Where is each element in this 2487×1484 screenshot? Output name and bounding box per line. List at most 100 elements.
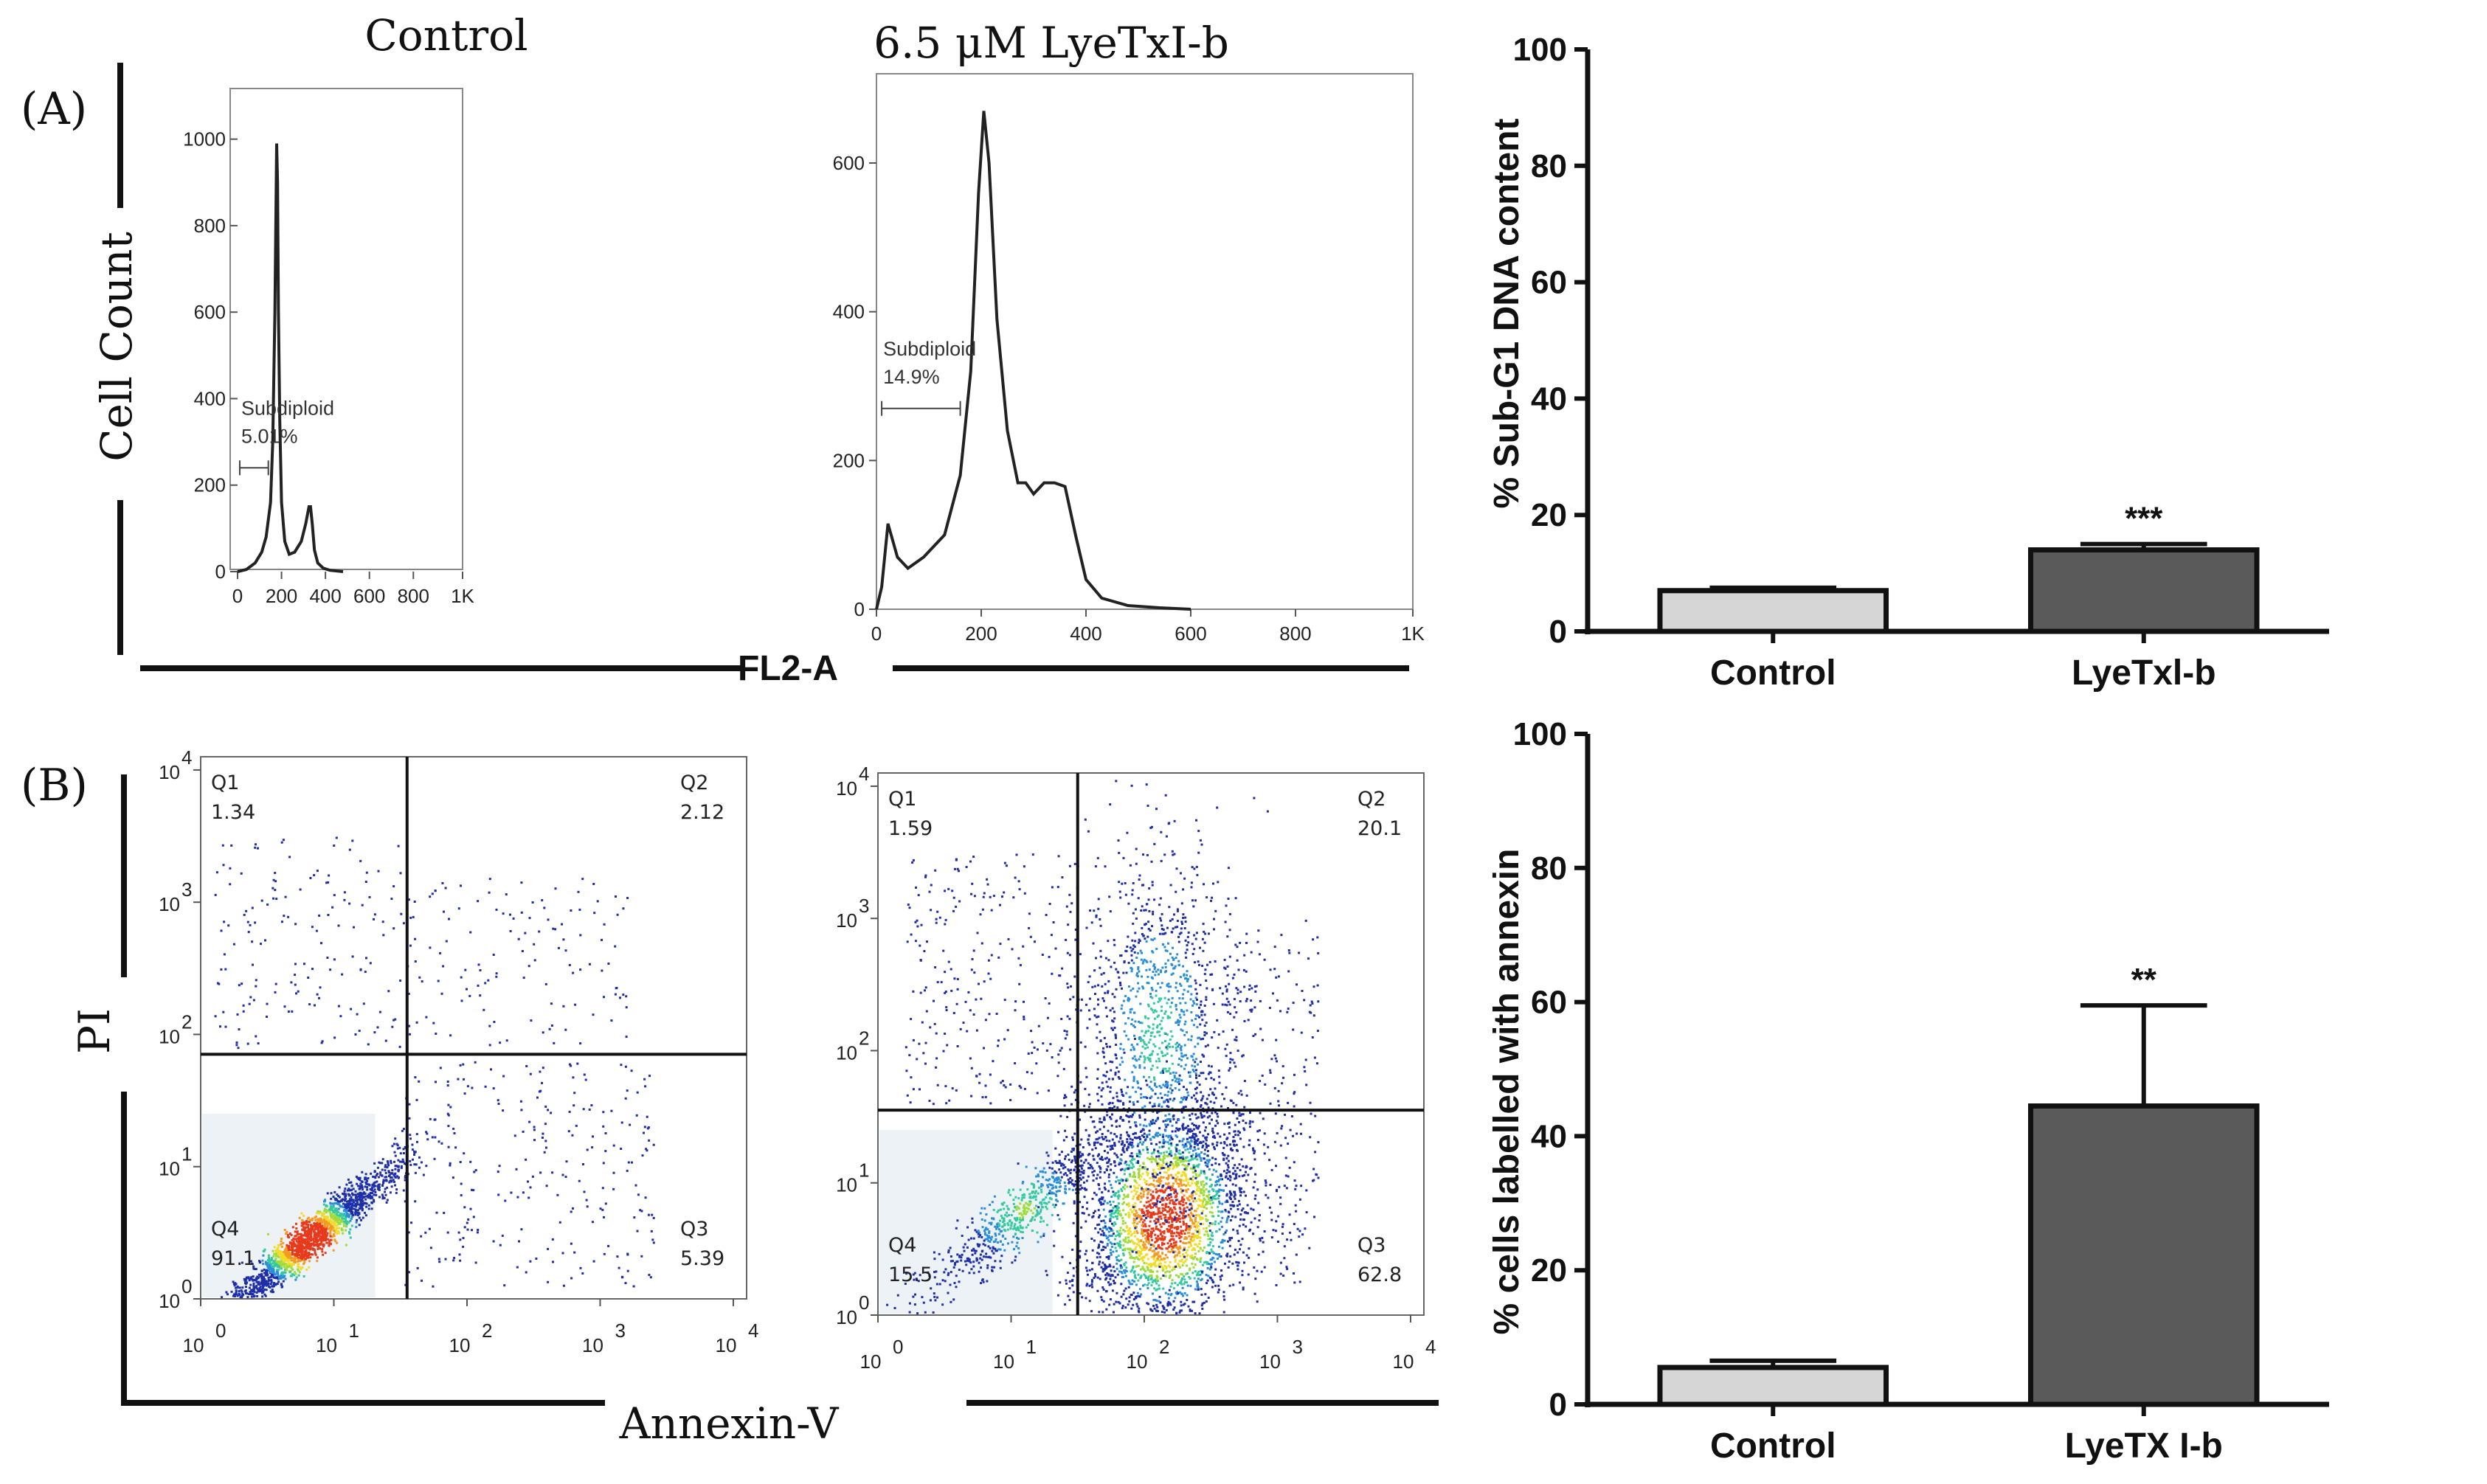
event-dot [1059, 1281, 1062, 1284]
event-dot [378, 1176, 380, 1179]
event-dot [413, 1163, 416, 1166]
event-dot [1223, 1133, 1226, 1136]
hist-lyetx-curve [875, 111, 1191, 611]
event-dot [1189, 1255, 1192, 1258]
event-dot [564, 949, 567, 952]
event-dot [364, 1178, 367, 1181]
event-dot [1074, 1089, 1077, 1092]
event-dot [1145, 1206, 1148, 1209]
event-dot [1159, 1255, 1162, 1258]
event-dot [1221, 1216, 1224, 1219]
event-dot [1175, 1211, 1177, 1214]
event-dot [261, 1286, 264, 1289]
event-dot [1130, 1249, 1133, 1252]
event-dot [319, 1220, 322, 1223]
event-dot [295, 1245, 298, 1248]
event-dot [268, 1285, 271, 1288]
event-dot [277, 1244, 280, 1247]
event-dot [303, 1261, 306, 1263]
event-dot [1186, 1168, 1189, 1171]
event-dot [1190, 1167, 1193, 1170]
event-dot [371, 1196, 374, 1199]
event-dot [1115, 1249, 1118, 1252]
event-dot [416, 1140, 418, 1143]
event-dot [329, 1202, 332, 1204]
event-dot [286, 1259, 289, 1262]
event-dot [499, 1244, 502, 1247]
event-dot [245, 1277, 248, 1280]
event-dot [408, 1024, 411, 1027]
event-dot [425, 1165, 428, 1168]
event-dot [1144, 1112, 1146, 1114]
event-dot [1190, 1212, 1192, 1215]
event-dot [1161, 1237, 1163, 1240]
event-dot [1192, 1128, 1195, 1131]
event-dot [1135, 1153, 1138, 1156]
event-dot [1086, 1269, 1088, 1272]
event-dot [271, 1271, 274, 1274]
event-dot [1180, 1235, 1183, 1238]
event-dot [302, 1275, 305, 1277]
event-dot [286, 1266, 288, 1269]
event-dot [1194, 1243, 1197, 1246]
event-dot [1203, 1206, 1206, 1209]
event-dot [1175, 1220, 1178, 1223]
event-dot [361, 1209, 364, 1212]
event-dot [298, 1266, 301, 1269]
event-dot [499, 1041, 502, 1044]
event-dot [591, 1146, 594, 1149]
event-dot [603, 1216, 605, 1218]
event-dot [344, 1187, 347, 1190]
event-dot [336, 1230, 339, 1232]
event-dot [325, 881, 328, 884]
event-dot [344, 1199, 347, 1202]
event-dot [1121, 1305, 1124, 1308]
hist-lyetx-title: 6.5 μM LyeTxI-b [874, 18, 1229, 68]
event-dot [1141, 1224, 1144, 1227]
event-dot [1127, 1179, 1129, 1182]
event-dot [1181, 1155, 1184, 1158]
event-dot [411, 1143, 414, 1146]
event-dot [372, 1183, 375, 1186]
event-dot [1205, 1201, 1208, 1203]
event-dot [1239, 1248, 1241, 1251]
event-dot [363, 1193, 366, 1196]
event-dot [1211, 1258, 1214, 1261]
event-dot [1280, 1127, 1283, 1130]
event-dot [1131, 1279, 1134, 1282]
event-dot [274, 991, 277, 994]
event-dot [335, 1219, 338, 1222]
event-dot [291, 1259, 294, 1262]
event-dot [345, 1222, 347, 1224]
event-dot [277, 1264, 280, 1267]
event-dot [1175, 1180, 1177, 1183]
event-dot [369, 962, 372, 965]
event-dot [1144, 1223, 1146, 1226]
event-dot [230, 844, 233, 847]
event-dot [1161, 1190, 1164, 1193]
event-dot [255, 1291, 258, 1294]
event-dot [1151, 1238, 1153, 1241]
event-dot [1153, 1252, 1156, 1255]
event-dot [1140, 1293, 1143, 1296]
event-dot [409, 1033, 411, 1036]
event-dot [1172, 1238, 1175, 1241]
event-dot [1220, 1241, 1222, 1244]
event-dot [318, 1212, 321, 1215]
event-dot [1138, 1116, 1141, 1119]
event-dot [1153, 1185, 1156, 1187]
event-dot [368, 1184, 371, 1187]
event-dot [1150, 1235, 1153, 1238]
event-dot [1173, 1244, 1176, 1247]
event-dot [529, 1260, 532, 1263]
event-dot [260, 1280, 263, 1283]
event-dot [277, 1269, 280, 1272]
event-dot [324, 1199, 327, 1202]
event-dot [1103, 1116, 1106, 1119]
hist-control-ylabel: Cell Count [91, 232, 142, 462]
event-dot [325, 1204, 328, 1207]
event-dot [447, 1145, 450, 1148]
event-dot [1155, 1237, 1158, 1240]
dot-y-tick-exp: 4 [181, 746, 192, 769]
event-dot [1193, 1136, 1196, 1139]
